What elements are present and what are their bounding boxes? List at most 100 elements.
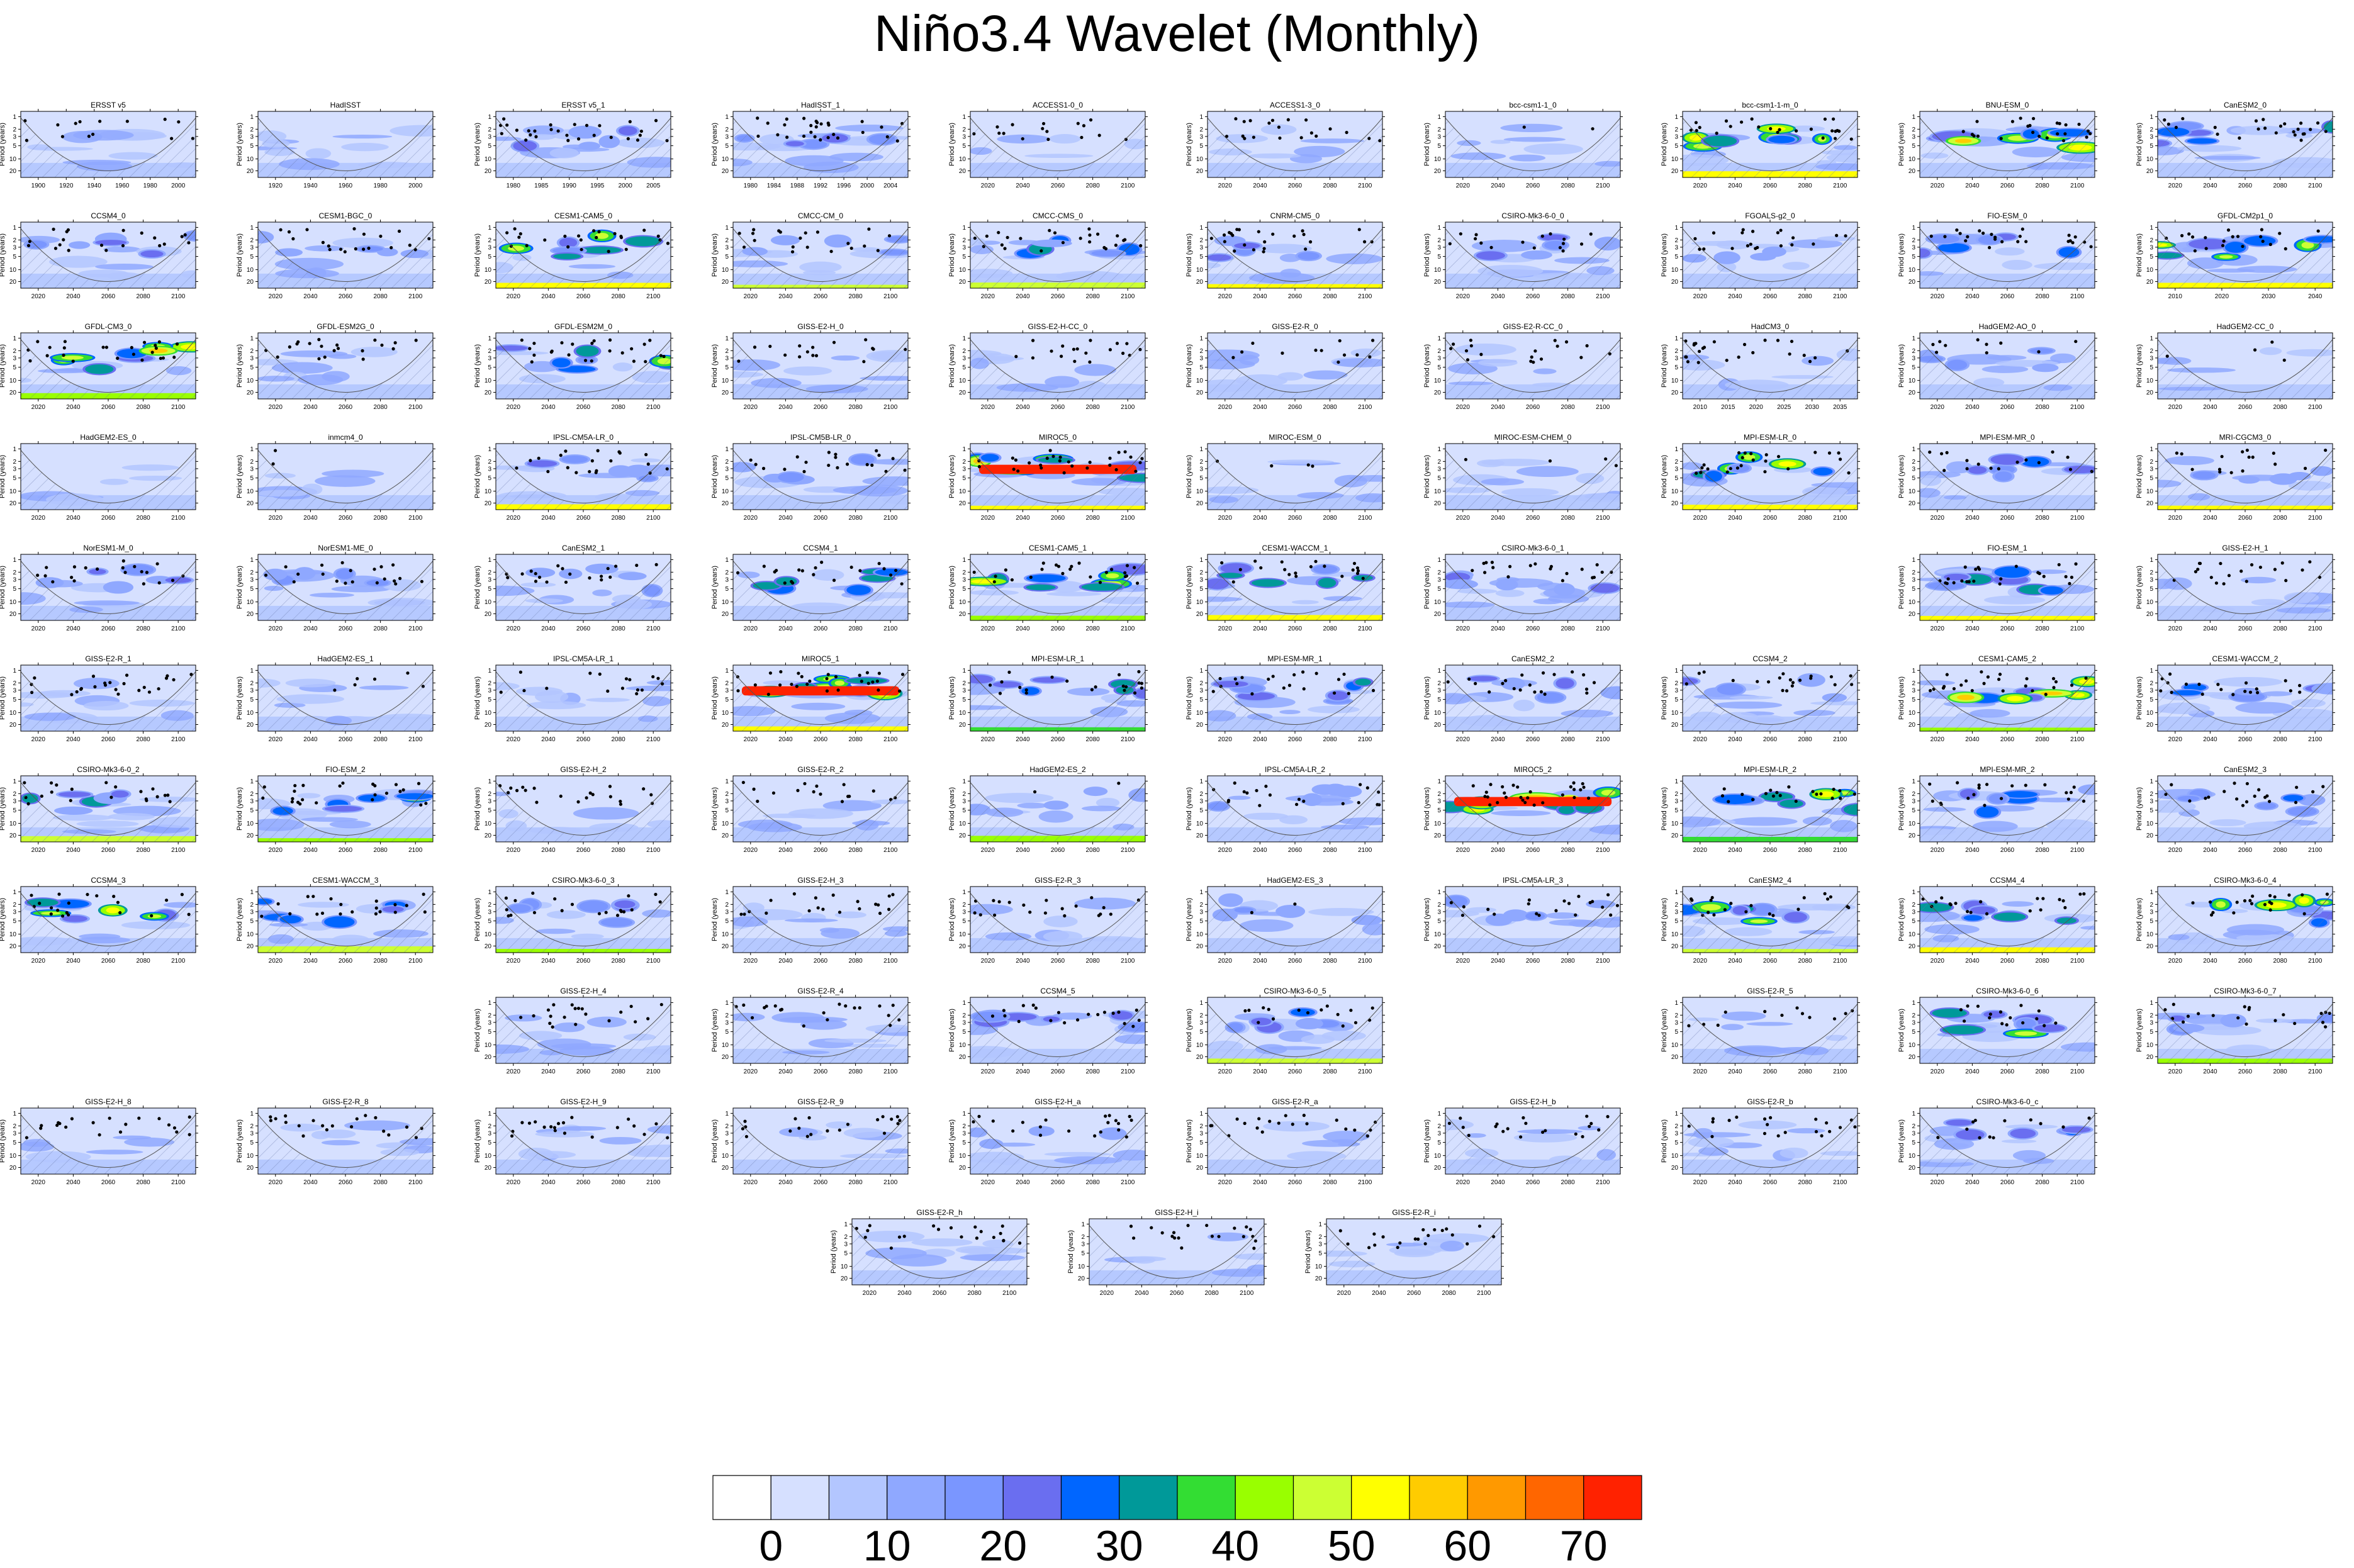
significance-dot [1370,339,1375,342]
y-tick-label: 2 [2149,237,2153,244]
significance-dot [1114,468,1118,472]
significance-dot [154,344,157,347]
panel-title: MPI-ESM-LR_0 [1744,433,1796,442]
significance-dot [140,358,144,362]
panel-frame [495,111,671,178]
significance-dot [1311,464,1314,468]
cone-of-influence-line [1683,671,1858,725]
significance-dot [2051,676,2056,681]
significance-dot [1040,249,1043,253]
x-tick-label: 2100 [2308,404,2323,411]
x-tick-label: 2060 [1051,293,1065,300]
y-tick-label: 3 [725,355,729,362]
power-contour [846,678,887,684]
y-axis-label: Period (years) [1661,344,1668,388]
significance-dot [371,798,374,802]
significance-dot [2282,358,2286,362]
panel-title: CSIRO-Mk3-6-0_2 [77,765,140,774]
significance-dot [798,355,802,359]
significance-dot [814,566,817,570]
significance-dot [877,671,881,675]
significance-dot [609,459,613,463]
power-contour [618,126,637,136]
y-tick-label: 20 [959,611,967,618]
x-tick-label: 2020 [507,515,521,522]
x-tick-label: 2020 [31,404,46,411]
y-tick-label: 5 [962,807,966,814]
y-tick-label: 1 [2149,114,2153,121]
x-tick-label: 2004 [883,182,898,189]
significance-dot [1085,466,1089,470]
power-contour [2244,236,2276,246]
significance-dot [2309,128,2312,132]
y-tick-label: 10 [1434,267,1442,274]
significance-dot [1977,568,1981,571]
power-contour [2187,138,2217,144]
y-tick-label: 3 [1437,355,1441,362]
y-tick-label: 3 [725,576,729,583]
power-contour [1498,580,1516,590]
significance-dot [1533,349,1537,353]
significance-dot [62,353,65,357]
significance-dot [995,125,999,129]
significance-dot [529,569,533,573]
significance-dot [2270,340,2274,344]
significance-dot [1561,249,1565,253]
power-contour [49,255,108,268]
significance-dot [779,670,783,674]
y-tick-label: 20 [247,832,254,839]
significance-dot [1938,340,1942,344]
power-contour [1228,795,1251,800]
y-tick-label: 5 [2149,143,2153,150]
significance-dot [1087,227,1091,231]
significance-dot [109,795,113,799]
y-tick-label: 20 [1908,722,1916,729]
significance-dot [1270,464,1274,468]
significance-dot [1528,564,1532,568]
significance-dot [762,564,766,568]
significance-dot [1061,344,1065,348]
y-tick-label: 10 [247,156,254,163]
x-tick-label: 2060 [2238,182,2253,189]
significance-dot [620,686,625,690]
significance-dot [2024,684,2027,688]
significance-dot [532,342,536,345]
significance-dot [354,247,357,251]
significance-dot [168,800,172,804]
significance-dot [1108,456,1112,460]
x-tick-label: 2060 [814,404,828,411]
significance-dot [1362,240,1367,244]
y-tick-label: 5 [488,586,491,593]
power-contour [332,237,393,249]
significance-dot [1985,351,1988,355]
significance-dot [172,678,176,681]
y-tick-label: 10 [9,488,17,495]
x-tick-label: 2100 [1596,404,1610,411]
significance-dot [58,243,62,247]
x-tick-label: 2080 [2273,182,2287,189]
x-tick-label: 2020 [744,515,758,522]
significance-dot [1976,338,1980,342]
power-contour [1500,123,1563,132]
x-tick-label: 2060 [814,515,828,522]
significance-dot [1589,232,1593,236]
significance-dot [632,359,636,363]
y-axis-label: Period (years) [1423,344,1431,388]
power-contour [1298,252,1320,260]
x-tick-label: 2080 [1085,736,1100,743]
y-tick-label: 5 [1912,364,1915,371]
y-tick-label: 10 [722,378,729,384]
x-tick-label: 2060 [576,515,591,522]
significance-dot [619,235,624,240]
significance-dot [2070,683,2074,687]
power-contour [778,473,804,483]
x-tick-label: 2080 [2035,625,2049,632]
significance-dot [753,345,757,349]
significance-dot [1355,353,1359,357]
x-tick-label: 2020 [2168,736,2183,743]
y-axis-label: Period (years) [0,787,6,831]
significance-dot [1790,243,1794,247]
panel-title: HadCM3_0 [1751,322,1790,331]
significance-dot [871,680,875,684]
